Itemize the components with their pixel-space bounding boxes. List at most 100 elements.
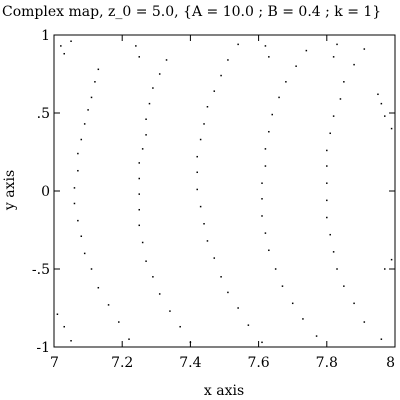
data-point — [329, 132, 331, 135]
data-point — [247, 324, 250, 326]
data-point — [196, 155, 198, 158]
x-tick-label: 7.2 — [111, 355, 133, 371]
data-point — [148, 102, 151, 105]
data-point — [295, 65, 297, 67]
data-point — [332, 251, 335, 253]
data-point — [77, 169, 79, 172]
data-point — [332, 56, 335, 58]
data-point — [353, 302, 355, 305]
data-point — [390, 127, 393, 130]
data-point — [83, 123, 86, 125]
y-tick-label: 1 — [41, 28, 50, 44]
data-point — [135, 45, 137, 47]
data-point — [363, 321, 366, 323]
y-tick-label: 0 — [41, 184, 50, 200]
data-point — [169, 310, 171, 312]
data-point — [332, 115, 335, 117]
data-point — [384, 268, 386, 270]
data-point — [206, 106, 209, 108]
data-point — [268, 130, 270, 133]
data-point — [189, 341, 192, 344]
data-point — [291, 302, 294, 305]
y-axis-label: y axis — [2, 170, 18, 211]
data-point — [152, 276, 154, 278]
data-point — [73, 202, 76, 205]
data-points — [56, 40, 393, 344]
y-tick-label: -.5 — [32, 262, 50, 278]
x-tick-label: 8 — [386, 355, 395, 371]
data-point — [380, 102, 383, 105]
data-point — [141, 241, 144, 244]
data-point — [237, 307, 239, 309]
data-point — [305, 49, 308, 52]
axis-ticks — [53, 34, 396, 348]
data-point — [302, 318, 304, 320]
data-point — [141, 148, 144, 150]
data-point — [353, 63, 355, 66]
data-point — [138, 193, 140, 195]
data-point — [380, 338, 383, 340]
data-point — [138, 208, 140, 211]
data-point — [261, 341, 263, 344]
data-point — [63, 52, 65, 55]
data-point — [70, 40, 72, 42]
data-point — [138, 224, 140, 227]
data-point — [227, 291, 229, 294]
data-point — [138, 162, 140, 164]
data-point — [261, 198, 263, 200]
data-point — [326, 216, 328, 219]
x-tick-label: 7.6 — [247, 355, 269, 371]
data-point — [237, 43, 239, 46]
data-point — [87, 109, 89, 111]
data-point — [264, 165, 267, 167]
data-point — [271, 113, 273, 116]
data-point — [363, 48, 366, 50]
data-point — [268, 56, 270, 58]
data-point — [152, 87, 154, 89]
data-point — [264, 232, 267, 234]
data-point — [220, 74, 222, 77]
data-point — [326, 165, 328, 167]
data-point — [179, 325, 181, 328]
data-point — [281, 285, 284, 287]
x-tick-label: 7 — [50, 355, 59, 371]
data-point — [63, 325, 65, 328]
data-point — [213, 90, 216, 92]
data-point — [128, 338, 130, 340]
chart-title: Complex map, z_0 = 5.0, {A = 10.0 ; B = … — [2, 4, 381, 20]
data-point — [336, 43, 338, 46]
data-point — [274, 268, 277, 270]
data-point — [199, 138, 202, 141]
data-point — [264, 45, 267, 47]
data-point — [326, 182, 328, 184]
data-point — [329, 233, 331, 236]
data-point — [203, 223, 205, 225]
data-point — [60, 45, 62, 47]
y-tick-label: .5 — [37, 106, 50, 122]
data-point — [90, 268, 93, 270]
data-point — [145, 118, 147, 120]
data-point — [206, 240, 209, 242]
data-point — [268, 249, 270, 252]
data-point — [118, 321, 120, 323]
data-point — [158, 73, 161, 75]
data-point — [73, 187, 76, 189]
data-point — [97, 286, 100, 289]
data-point — [326, 199, 328, 202]
data-point — [107, 304, 110, 306]
data-point — [80, 138, 83, 141]
data-point — [196, 188, 198, 191]
data-point — [326, 149, 328, 152]
data-point — [165, 59, 168, 61]
data-point — [377, 93, 379, 96]
data-point — [384, 115, 386, 117]
data-point — [77, 152, 79, 155]
data-point — [343, 285, 345, 287]
data-point — [213, 257, 216, 259]
data-point — [203, 123, 205, 125]
data-point — [138, 177, 140, 180]
data-point — [285, 81, 287, 83]
data-point — [138, 56, 140, 58]
